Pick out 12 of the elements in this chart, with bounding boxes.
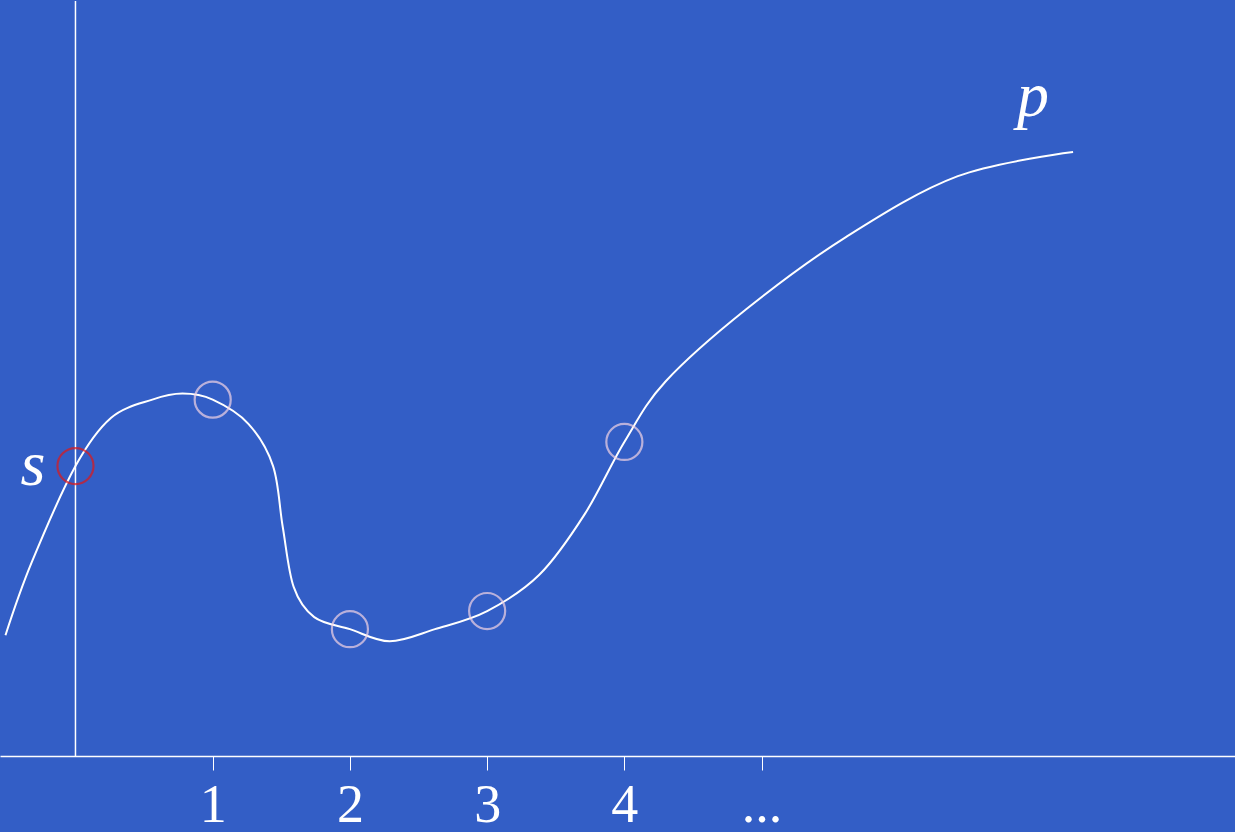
point: [56, 446, 95, 486]
annotation: s: [20, 428, 46, 500]
x-tick-label: 4: [611, 773, 639, 832]
point: [193, 380, 232, 419]
text: p: [1013, 59, 1050, 130]
x-tick-label: 1: [199, 773, 227, 832]
x-tick-label: 2: [336, 773, 364, 832]
x-tick-label: 3: [474, 773, 502, 832]
point: [468, 591, 507, 631]
point: [330, 610, 370, 649]
point: [605, 422, 644, 462]
x-tick-label: ...: [741, 773, 783, 832]
